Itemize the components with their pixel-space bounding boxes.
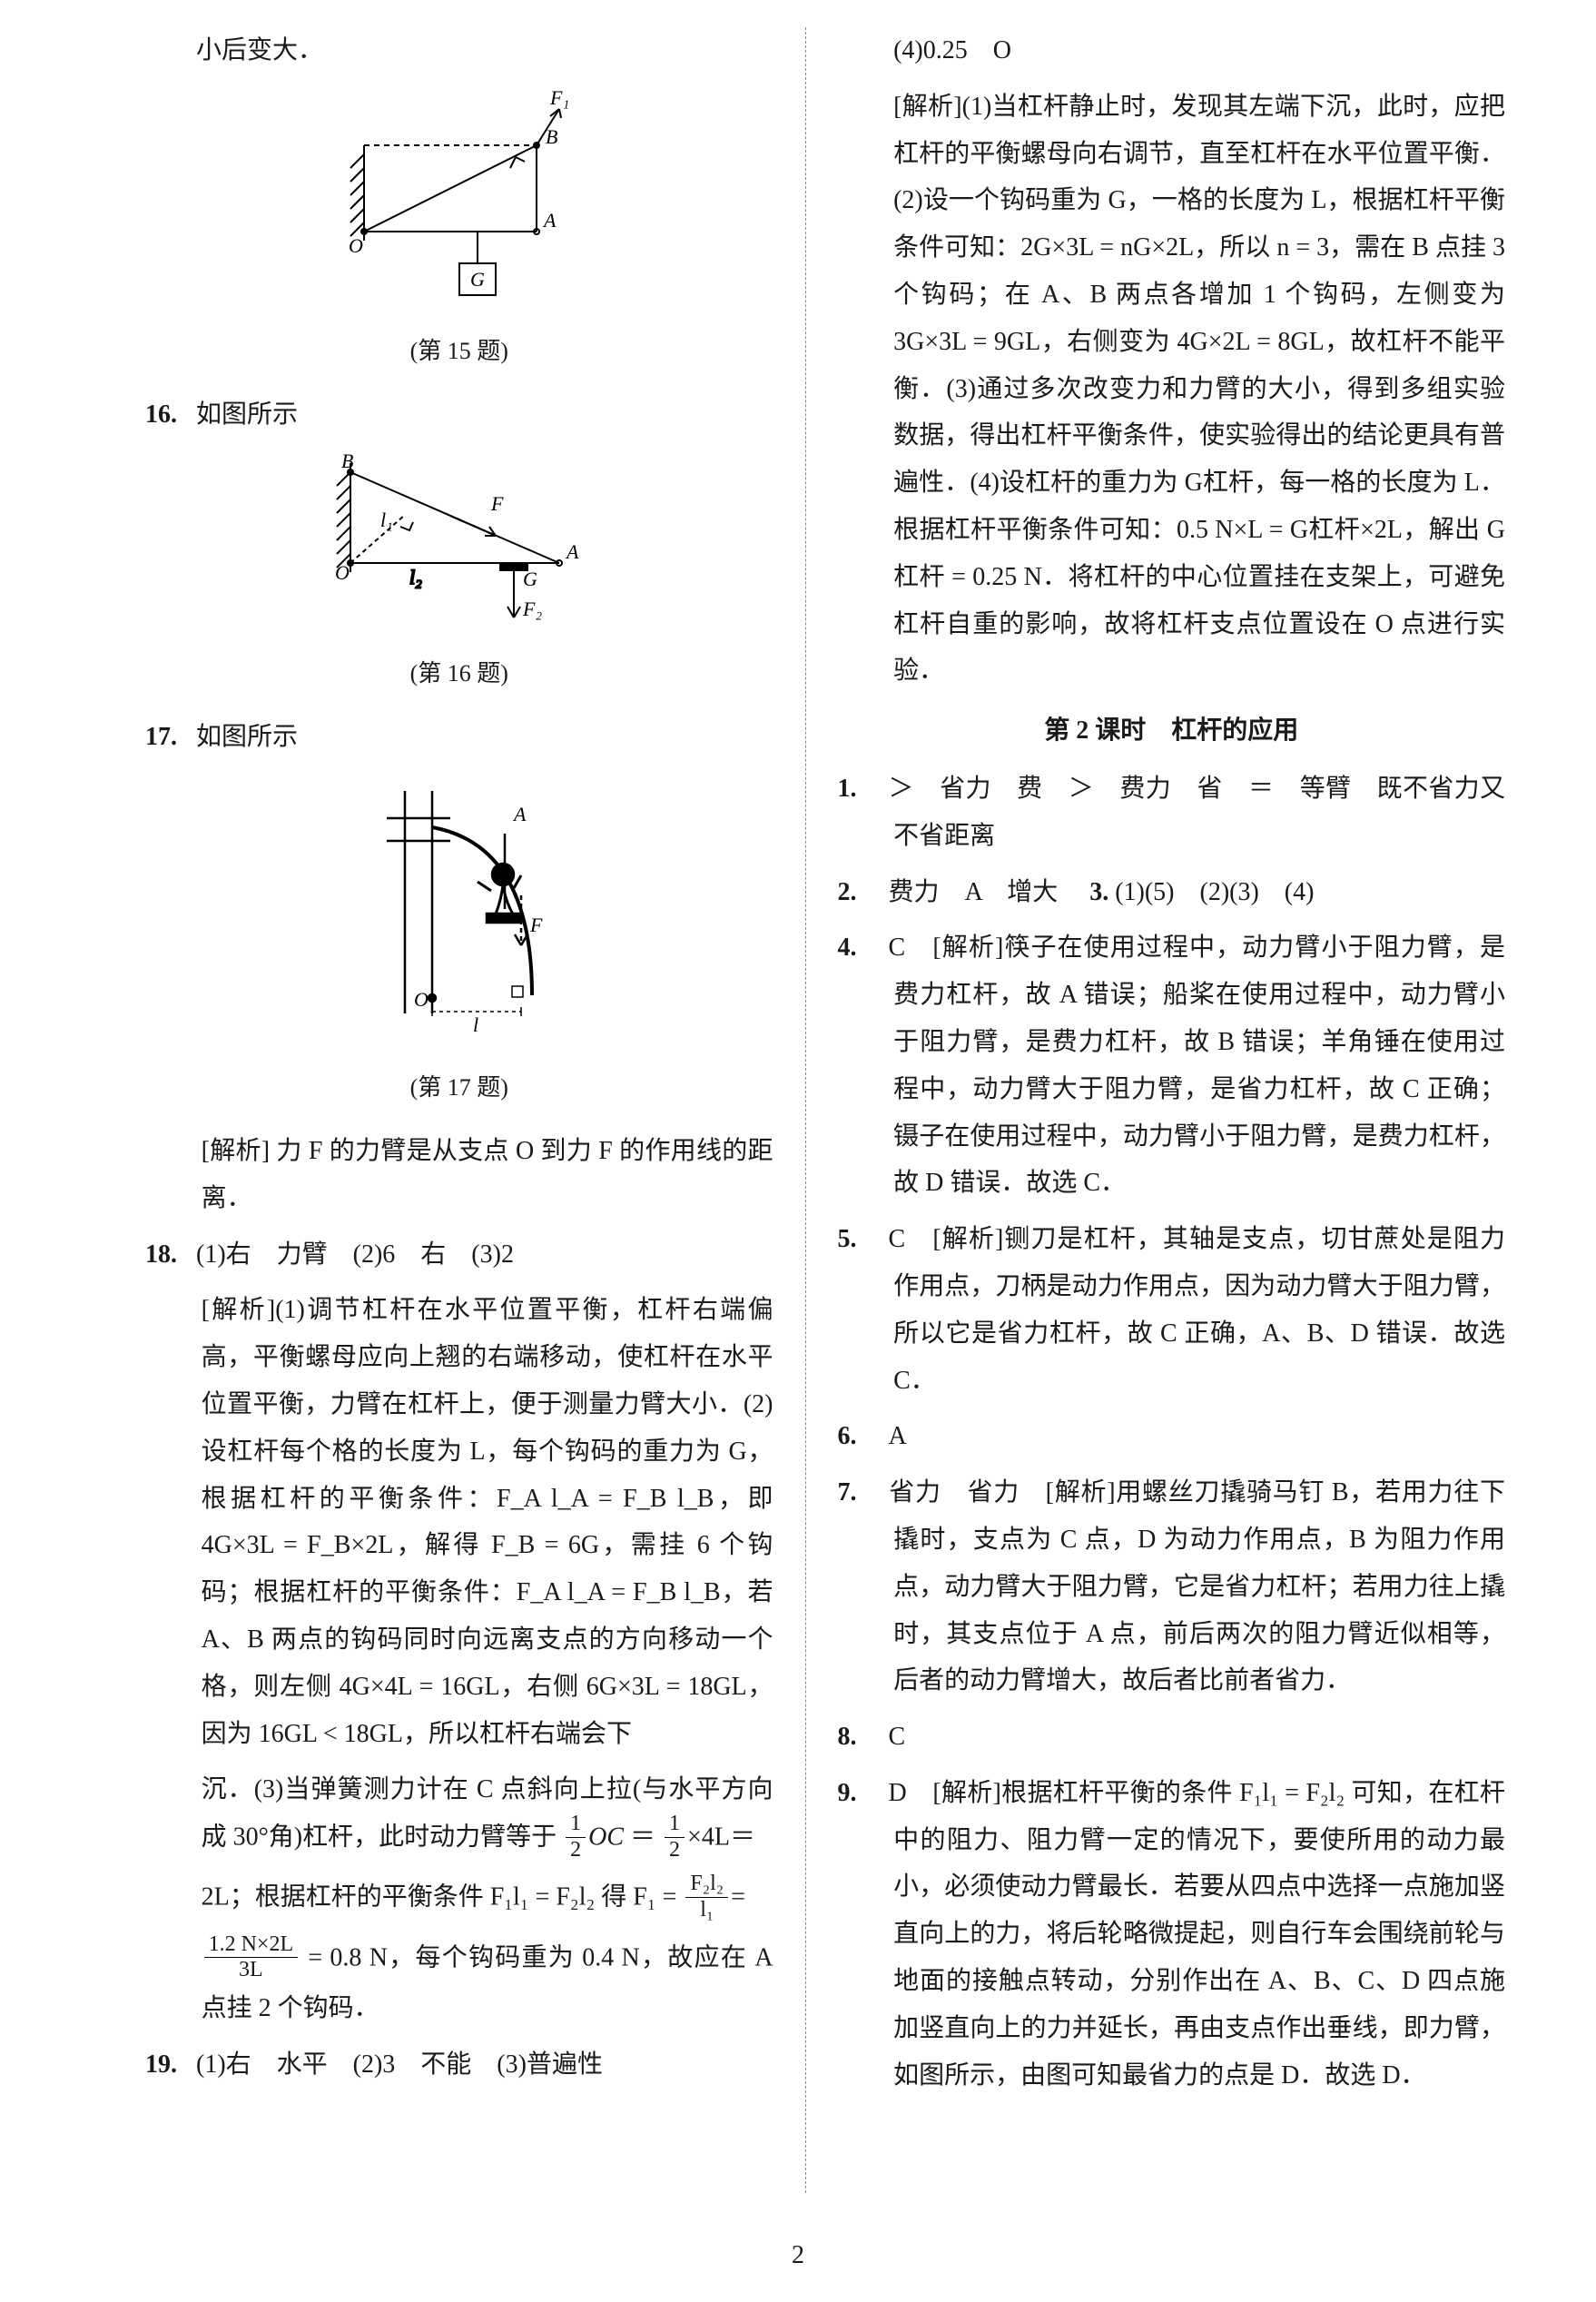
item-19-cont: (4)0.25 O <box>893 27 1505 74</box>
figure-17: A F O l <box>145 777 773 1057</box>
item-4-num: 4. <box>838 924 889 972</box>
item-8-num: 8. <box>838 1714 889 1761</box>
item-18-num: 18. <box>145 1231 196 1279</box>
item-5-text: C [解析]铡刀是杠杆，其轴是支点，切甘蔗处是阻力作用点，刀柄是动力作用点，因为… <box>889 1225 1505 1394</box>
svg-text:F: F <box>529 914 543 936</box>
page-number: 2 <box>792 2232 804 2279</box>
svg-text:A: A <box>542 209 557 232</box>
item-7-num: 7. <box>838 1469 889 1517</box>
item-17-analysis: [解析] 力 F 的力臂是从支点 O 到力 F 的作用线的距离． <box>202 1128 773 1222</box>
item-1-num: 1. <box>838 766 889 813</box>
item-19-num: 19. <box>145 2041 196 2089</box>
svg-text:B: B <box>546 125 557 148</box>
item-8-text: C <box>889 1723 906 1751</box>
item-3-text: (1)(5) (2)(3) (4) <box>1115 878 1314 906</box>
item-9-num: 9. <box>838 1770 889 1817</box>
item-19-analysis: [解析](1)当杠杆静止时，发现其左端下沉，此时，应把杠杆的平衡螺母向右调节，直… <box>893 84 1505 695</box>
svg-text:O: O <box>335 561 350 584</box>
intro-text: 小后变大． <box>145 27 773 74</box>
item-2-num: 2. <box>838 869 889 916</box>
svg-text:F₂: F₂ <box>522 598 542 620</box>
item-9-text: D [解析]根据杠杆平衡的条件 F₁l₁ = F₂l₂ 可知，在杠杆中的阻力、阻… <box>889 1779 1505 2090</box>
svg-text:O: O <box>349 234 363 257</box>
item-16-num: 16. <box>145 391 196 439</box>
item-5-num: 5. <box>838 1216 889 1263</box>
svg-text:F₁: F₁ <box>549 91 569 109</box>
figure-16: l₂ B F l₁ O A G F₂ <box>145 454 773 643</box>
figure-17-caption: (第 17 题) <box>145 1066 773 1110</box>
item-4-text: C [解析]筷子在使用过程中，动力臂小于阻力臂，是费力杠杆，故 A 错误；船桨在… <box>889 934 1505 1197</box>
item-18-para4: 1.2 N×2L3L = 0.8 N，每个钩码重为 0.4 N，故应在 A 点挂… <box>202 1934 773 2032</box>
figure-15-caption: (第 15 题) <box>145 330 773 373</box>
svg-text:A: A <box>565 540 579 563</box>
item-16-text: 如图所示 <box>196 400 298 429</box>
svg-text:l: l <box>473 1013 478 1036</box>
item-18-line1: (1)右 力臂 (2)6 右 (3)2 <box>196 1240 514 1269</box>
section-title: 第 2 课时 杠杆的应用 <box>838 707 1505 755</box>
item-18-para1: [解析](1)调节杠杆在水平位置平衡，杠杆右端偏高，平衡螺母应向上翘的右端移动，… <box>202 1287 773 1757</box>
svg-text:l₁: l₁ <box>380 509 393 531</box>
item-18-para2: 沉．(3)当弹簧测力计在 C 点斜向上拉(与水平方向成 30°角)杠杆，此时动力… <box>202 1766 773 1864</box>
item-3-num: 3. <box>1089 878 1108 906</box>
item-17-text: 如图所示 <box>196 723 298 751</box>
item-6-num: 6. <box>838 1413 889 1460</box>
svg-text:F: F <box>490 492 504 515</box>
item-1-text: ＞ 省力 费 ＞ 费力 省 ＝ 等臂 既不省力又不省距离 <box>889 775 1505 850</box>
item-17-num: 17. <box>145 714 196 761</box>
svg-text:A: A <box>512 803 527 825</box>
item-2-text: 费力 A 增大 <box>889 878 1084 906</box>
svg-text:G: G <box>523 568 537 590</box>
item-7-text: 省力 省力 [解析]用螺丝刀撬骑马钉 B，若用力往下撬时，支点为 C 点，D 为… <box>889 1478 1505 1694</box>
item-18-para3: 2L；根据杠杆的平衡条件 F₁l₁ = F₂l₂ 得 F₁ = F₂l₂l₁= <box>202 1873 773 1924</box>
figure-15: F₁ B A O G <box>145 91 773 321</box>
item-19-text: (1)右 水平 (2)3 不能 (3)普遍性 <box>196 2050 603 2079</box>
item-6-text: A <box>889 1422 907 1450</box>
svg-text:G: G <box>470 268 485 291</box>
svg-text:B: B <box>341 454 353 472</box>
figure-16-caption: (第 16 题) <box>145 652 773 696</box>
svg-text:O: O <box>414 988 429 1011</box>
svg-text:l₂: l₂ <box>409 566 422 588</box>
